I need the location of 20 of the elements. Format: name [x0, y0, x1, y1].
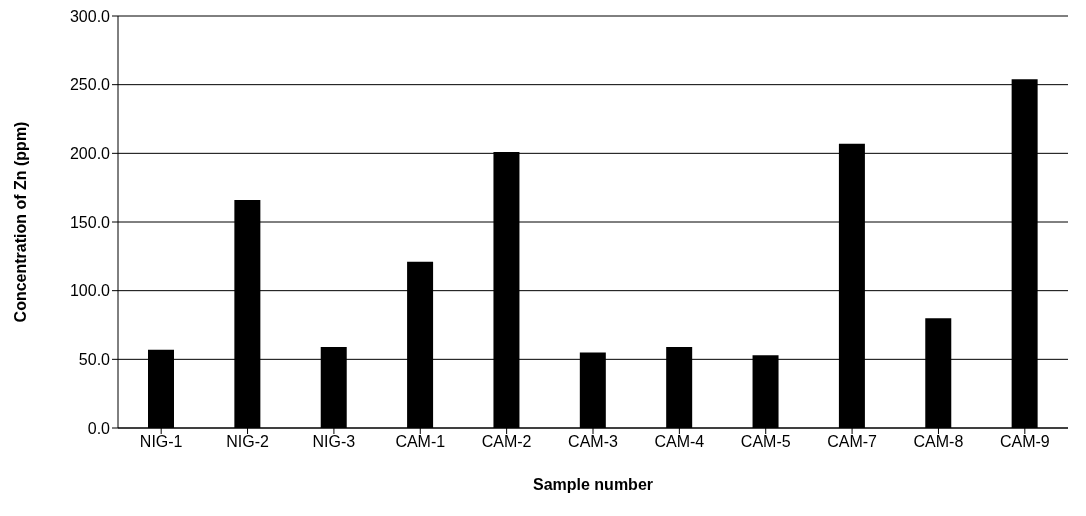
x-tick-label: NIG-2 — [226, 433, 269, 451]
x-tick-label: CAM-8 — [913, 433, 964, 451]
x-tick-label: CAM-1 — [395, 433, 446, 451]
x-tick-label: NIG-1 — [139, 433, 183, 451]
y-axis-title: Concentration of Zn (ppm) — [11, 121, 29, 323]
x-tick-label: CAM-7 — [827, 433, 878, 451]
y-tick-label: 300.0 — [69, 7, 111, 25]
y-tick-label: 50.0 — [78, 351, 111, 369]
y-tick-label: 100.0 — [69, 282, 111, 300]
y-tick-label: 250.0 — [69, 76, 111, 94]
x-tick-label: CAM-9 — [999, 433, 1050, 451]
y-tick-label: 0.0 — [87, 419, 111, 437]
x-tick-label: CAM-4 — [654, 433, 705, 451]
x-tick-label: CAM-3 — [568, 433, 618, 451]
x-tick-label: NIG-3 — [312, 433, 356, 451]
y-tick-label: 150.0 — [69, 213, 111, 231]
x-tick-label: CAM-5 — [740, 433, 791, 451]
x-tick-label: CAM-2 — [481, 433, 532, 451]
y-tick-label: 200.0 — [69, 145, 111, 163]
x-axis-title: Sample number — [532, 476, 654, 493]
